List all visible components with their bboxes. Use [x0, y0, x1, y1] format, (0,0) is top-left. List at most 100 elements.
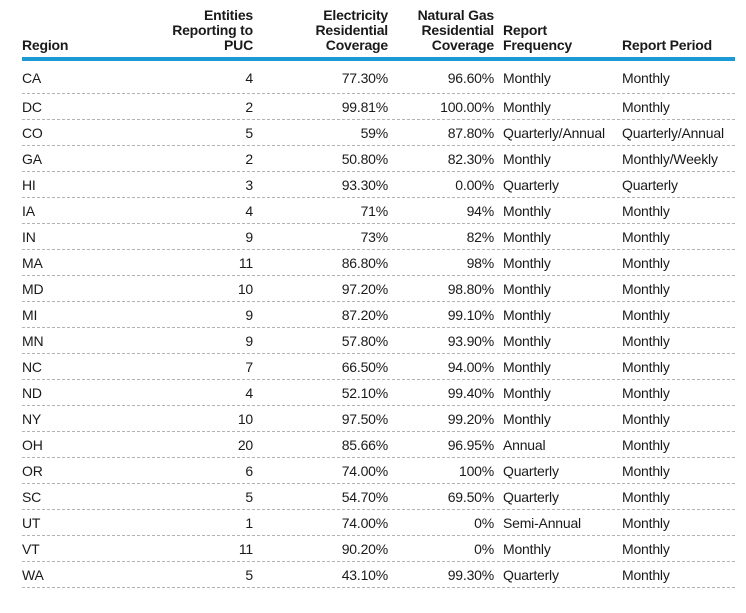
table-row: UT 1 74.00% 0% Semi-Annual Monthly: [22, 510, 735, 536]
cell-region: VT: [22, 540, 40, 557]
table-row: VT 11 90.20% 0% Monthly Monthly: [22, 536, 735, 562]
cell-report-period: Monthly: [622, 384, 670, 401]
cell-electricity-residential-coverage: 57.80%: [341, 332, 388, 349]
cell-electricity-residential-coverage: 52.10%: [341, 384, 388, 401]
cell-report-frequency: Quarterly: [503, 462, 559, 479]
cell-natural-gas-residential-coverage: 0%: [474, 514, 494, 531]
cell-report-frequency: Monthly: [503, 540, 551, 557]
cell-report-period: Monthly: [622, 228, 670, 245]
cell-electricity-residential-coverage: 86.80%: [341, 254, 388, 271]
table-row: MN 9 57.80% 93.90% Monthly Monthly: [22, 328, 735, 354]
cell-electricity-residential-coverage: 99.81%: [341, 98, 388, 115]
cell-region: IN: [22, 228, 36, 245]
cell-report-period: Quarterly: [622, 176, 678, 193]
cell-region: MA: [22, 254, 43, 271]
table-row: NC 7 66.50% 94.00% Monthly Monthly: [22, 354, 735, 380]
table-row: OR 6 74.00% 100% Quarterly Monthly: [22, 458, 735, 484]
cell-natural-gas-residential-coverage: 98%: [466, 254, 495, 271]
cell-electricity-residential-coverage: 77.30%: [341, 70, 388, 86]
cell-report-frequency: Annual: [503, 436, 546, 453]
table-row: CA 4 77.30% 96.60% Monthly Monthly: [22, 61, 735, 94]
table-row: MD 10 97.20% 98.80% Monthly Monthly: [22, 276, 735, 302]
cell-report-period: Monthly: [622, 306, 670, 323]
column-header-report-period: Report Period: [622, 37, 712, 53]
cell-region: OH: [22, 436, 43, 453]
cell-report-frequency: Monthly: [503, 70, 551, 86]
cell-entities-reporting-to-puc: 4: [245, 202, 253, 219]
column-header-electricity-residential-coverage: Electricity Residential Coverage: [315, 7, 389, 53]
cell-electricity-residential-coverage: 59%: [360, 124, 389, 141]
cell-entities-reporting-to-puc: 2: [245, 98, 253, 115]
cell-electricity-residential-coverage: 50.80%: [341, 150, 388, 167]
cell-entities-reporting-to-puc: 11: [238, 540, 253, 557]
cell-region: OR: [22, 462, 43, 479]
cell-entities-reporting-to-puc: 9: [245, 306, 253, 323]
table-row: WA 5 43.10% 99.30% Quarterly Monthly: [22, 562, 735, 588]
cell-report-frequency: Monthly: [503, 202, 551, 219]
cell-report-period: Monthly: [622, 70, 670, 86]
cell-region: CA: [22, 70, 42, 86]
table-header: Region Entities Reporting to PUC Electricity…: [22, 8, 735, 61]
cell-report-period: Monthly: [622, 514, 670, 531]
cell-entities-reporting-to-puc: 7: [245, 358, 253, 375]
cell-entities-reporting-to-puc: 4: [245, 384, 253, 401]
cell-report-period: Monthly: [622, 488, 670, 505]
cell-report-frequency: Monthly: [503, 306, 551, 323]
table-row: CO 5 59% 87.80% Quarterly/Annual Quarterly/An…: [22, 120, 735, 146]
cell-entities-reporting-to-puc: 1: [245, 514, 253, 531]
cell-natural-gas-residential-coverage: 82.30%: [447, 150, 494, 167]
cell-report-frequency: Monthly: [503, 384, 551, 401]
cell-entities-reporting-to-puc: 2: [245, 150, 253, 167]
cell-natural-gas-residential-coverage: 69.50%: [447, 488, 494, 505]
cell-report-frequency: Monthly: [503, 410, 551, 427]
cell-report-period: Monthly: [622, 202, 670, 219]
cell-report-period: Monthly: [622, 254, 670, 271]
cell-region: GA: [22, 150, 42, 167]
cell-natural-gas-residential-coverage: 98.80%: [447, 280, 494, 297]
cell-natural-gas-residential-coverage: 99.40%: [447, 384, 494, 401]
cell-region: DC: [22, 98, 42, 115]
cell-electricity-residential-coverage: 90.20%: [341, 540, 388, 557]
cell-electricity-residential-coverage: 97.50%: [341, 410, 388, 427]
cell-natural-gas-residential-coverage: 0%: [474, 540, 494, 557]
cell-natural-gas-residential-coverage: 87.80%: [447, 124, 494, 141]
cell-electricity-residential-coverage: 87.20%: [341, 306, 388, 323]
cell-region: SC: [22, 488, 42, 505]
table-row: GA 2 50.80% 82.30% Monthly Monthly/Weekly: [22, 146, 735, 172]
column-header-region: Region: [22, 37, 69, 53]
cell-report-frequency: Quarterly: [503, 176, 559, 193]
column-header-report-frequency: Report Frequency: [503, 22, 572, 53]
cell-region: MN: [22, 332, 44, 349]
column-header-natural-gas-residential-coverage: Natural Gas Residential Coverage: [417, 7, 495, 53]
cell-entities-reporting-to-puc: 5: [245, 124, 253, 141]
table-row: ND 4 52.10% 99.40% Monthly Monthly: [22, 380, 735, 406]
cell-natural-gas-residential-coverage: 93.90%: [447, 332, 494, 349]
cell-report-period: Monthly: [622, 436, 670, 453]
cell-natural-gas-residential-coverage: 96.60%: [447, 70, 494, 86]
table-row: SC 5 54.70% 69.50% Quarterly Monthly: [22, 484, 735, 510]
cell-report-frequency: Monthly: [503, 332, 551, 349]
cell-natural-gas-residential-coverage: 99.20%: [447, 410, 494, 427]
cell-region: WA: [22, 566, 44, 583]
cell-electricity-residential-coverage: 85.66%: [341, 436, 388, 453]
cell-entities-reporting-to-puc: 20: [237, 436, 253, 453]
cell-natural-gas-residential-coverage: 96.95%: [447, 436, 494, 453]
cell-natural-gas-residential-coverage: 82%: [466, 228, 495, 245]
table-row: OH 20 85.66% 96.95% Annual Monthly: [22, 432, 735, 458]
cell-report-period: Monthly: [622, 332, 670, 349]
cell-report-frequency: Monthly: [503, 254, 551, 271]
table-row: HI 3 93.30% 0.00% Quarterly Quarterly: [22, 172, 735, 198]
cell-region: UT: [22, 514, 41, 531]
cell-report-period: Monthly/Weekly: [622, 150, 718, 167]
cell-entities-reporting-to-puc: 5: [245, 488, 253, 505]
cell-electricity-residential-coverage: 74.00%: [341, 514, 388, 531]
cell-region: IA: [22, 202, 35, 219]
cell-report-frequency: Semi-Annual: [503, 514, 581, 531]
cell-natural-gas-residential-coverage: 99.30%: [447, 566, 494, 583]
cell-electricity-residential-coverage: 54.70%: [341, 488, 388, 505]
table-row: DC 2 99.81% 100.00% Monthly Monthly: [22, 94, 735, 120]
column-header-entities-reporting-to-puc: Entities Reporting to PUC: [172, 7, 253, 53]
cell-report-period: Monthly: [622, 358, 670, 375]
cell-entities-reporting-to-puc: 5: [245, 566, 253, 583]
cell-report-period: Monthly: [622, 566, 670, 583]
